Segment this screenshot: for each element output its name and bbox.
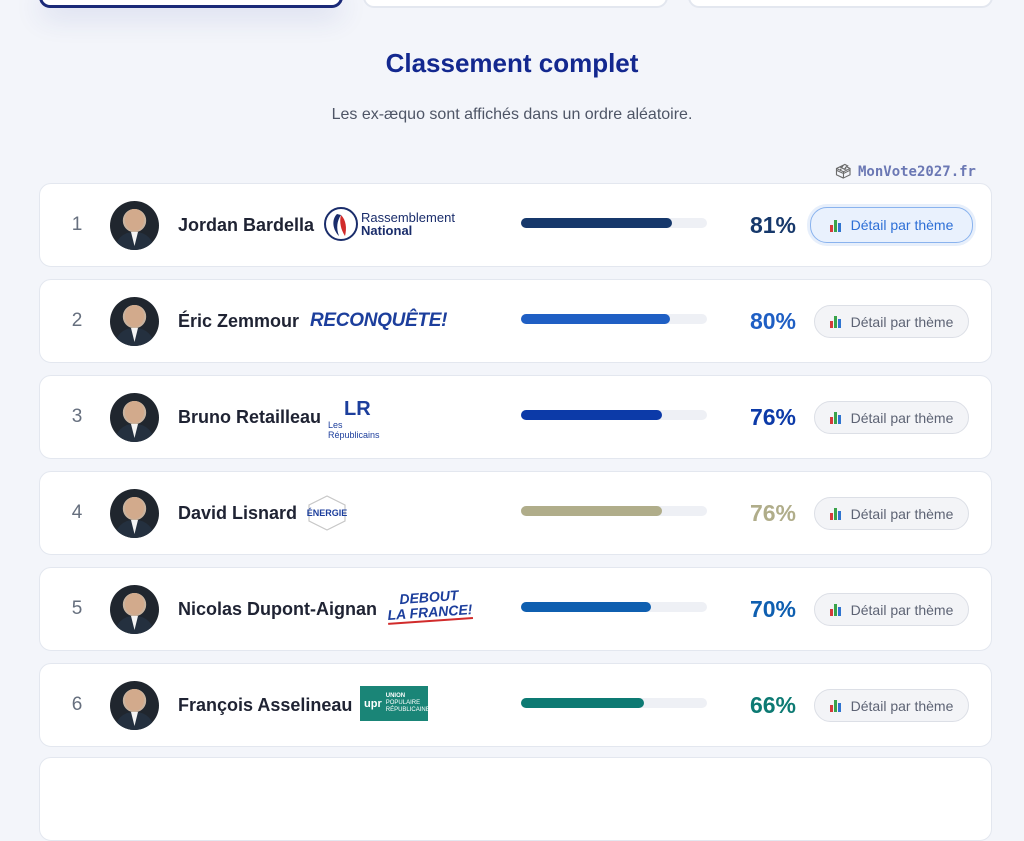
score-bar-fill (521, 218, 672, 228)
detail-by-theme-button[interactable]: Détail par thème (814, 305, 969, 338)
score-bar (521, 602, 707, 612)
score-bar-fill (521, 506, 663, 516)
bar-chart-icon (829, 507, 843, 520)
score-value: 81% (749, 211, 796, 238)
score-bar-fill (521, 314, 670, 324)
reconquete-logo: RECONQUÊTE! (310, 310, 448, 331)
bar-chart-icon (829, 315, 843, 328)
watermark-text: MonVote2027.fr (857, 164, 976, 180)
bar-chart-icon (829, 411, 843, 424)
top-card-2[interactable] (363, 0, 668, 8)
score-bar (521, 218, 707, 228)
ranking-row-3: 3 Bruno Retailleau LR Les Républicains 7… (39, 375, 992, 459)
score-value: 70% (749, 595, 796, 622)
bar-chart-icon (829, 603, 843, 616)
avatar (110, 201, 159, 250)
nouvelle-energie-logo: ÉNERGIE (306, 494, 348, 532)
score-bar-fill (521, 602, 652, 612)
detail-by-theme-button[interactable]: Détail par thème (814, 401, 969, 434)
candidate-name: David Lisnard (178, 502, 298, 523)
score-bar (521, 506, 707, 516)
score-bar-fill (521, 410, 663, 420)
section-subtitle: Les ex-æquo sont affichés dans un ordre … (331, 106, 693, 123)
avatar (110, 585, 159, 634)
section-title: Classement complet (385, 48, 639, 78)
rank-number: 6 (71, 694, 83, 715)
ranking-row-6: 6 François Asselineau upr UNION POPULAIR… (39, 663, 992, 747)
candidate-name: François Asselineau (178, 694, 353, 715)
rank-number: 1 (71, 214, 83, 235)
candidate-name: Jordan Bardella (178, 214, 315, 235)
bar-chart-icon (829, 219, 843, 232)
top-card-3[interactable] (688, 0, 993, 8)
ranking-row-5: 5 Nicolas Dupont-Aignan DEBOUT LA FRANCE… (39, 567, 992, 651)
candidate-name: Nicolas Dupont-Aignan (178, 598, 377, 619)
score-value: 76% (749, 403, 796, 430)
bar-chart-icon (829, 699, 843, 712)
debout-la-france-logo: DEBOUT LA FRANCE! (386, 586, 474, 625)
candidate-name: Éric Zemmour (178, 310, 300, 331)
score-value: 66% (749, 691, 796, 718)
score-value: 80% (749, 307, 796, 334)
top-card-1[interactable] (39, 0, 343, 8)
rassemblement-national-logo: Rassemblement National (323, 206, 455, 242)
rank-number: 3 (71, 406, 83, 427)
avatar (110, 681, 159, 730)
avatar (110, 297, 159, 346)
avatar (110, 393, 159, 442)
ranking-row-4: 4 David Lisnard ÉNERGIE 76% Détail par t… (39, 471, 992, 555)
ranking-row-1: 1 Jordan Bardella Rassemblement National… (39, 183, 992, 267)
score-bar (521, 314, 707, 324)
detail-by-theme-button[interactable]: Détail par thème (814, 497, 969, 530)
score-bar (521, 698, 707, 708)
avatar (110, 489, 159, 538)
ranking-row-7 (39, 757, 992, 841)
rank-number: 4 (71, 502, 83, 523)
upr-logo: upr UNION POPULAIRE RÉPUBLICAINE (360, 686, 430, 721)
detail-by-theme-button[interactable]: Détail par thème (814, 593, 969, 626)
rank-number: 5 (71, 598, 83, 619)
score-bar-fill (521, 698, 644, 708)
ballot-box-icon: 🗳 (834, 164, 852, 180)
detail-by-theme-button[interactable]: Détail par thème (814, 689, 969, 722)
score-bar (521, 410, 707, 420)
watermark: 🗳 MonVote2027.fr (834, 164, 976, 180)
les-republicains-logo: LR Les Républicains (328, 398, 380, 440)
ranking-row-2: 2 Éric Zemmour RECONQUÊTE! 80% Détail pa… (39, 279, 992, 363)
score-value: 76% (749, 499, 796, 526)
detail-by-theme-button[interactable]: Détail par thème (810, 207, 973, 243)
candidate-name: Bruno Retailleau (178, 406, 322, 427)
rank-number: 2 (71, 310, 83, 331)
